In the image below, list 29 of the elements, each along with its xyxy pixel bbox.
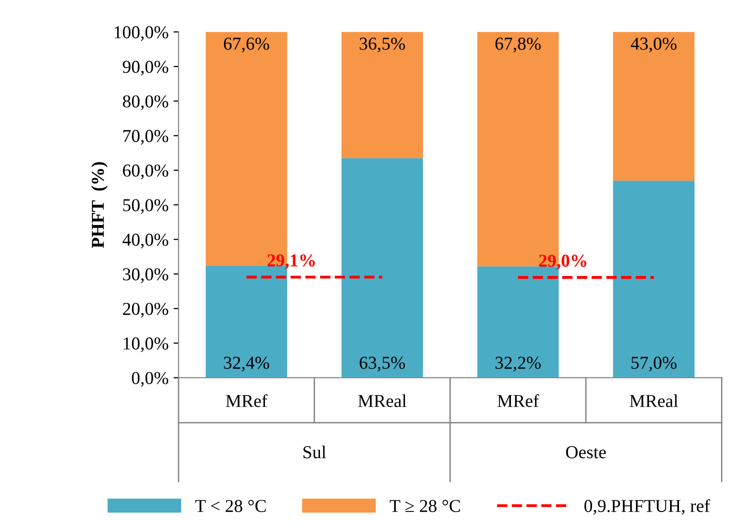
data-label: 67,8% — [495, 38, 541, 52]
data-label: 36,5% — [360, 38, 405, 52]
text: Oeste — [566, 446, 606, 458]
y-tick-label: 50,0% — [123, 199, 168, 214]
data-label: 43,0% — [630, 38, 676, 52]
y-tick-label: 0,0% — [132, 372, 168, 387]
y-tick-label: 40,0% — [122, 234, 168, 248]
y-tick-label: 60,0% — [122, 164, 168, 180]
y-tick-label: 10,0% — [124, 337, 168, 352]
legend-label: 0,9.PHFTUH, ref — [584, 499, 710, 515]
y-tick-label: 90,0% — [122, 60, 168, 76]
text: Sul — [304, 446, 326, 458]
x-tick-label: MReal — [630, 394, 678, 408]
y-tick-label: 20,0% — [122, 302, 168, 318]
data-label: 63,5% — [360, 356, 405, 372]
data-label: 67,6% — [224, 38, 270, 52]
y-tick-label: 70,0% — [123, 130, 168, 145]
y-tick-label: 80,0% — [122, 95, 168, 110]
x-tick-label: MReal — [358, 394, 406, 408]
legend-label: T ≥ 28 °C — [390, 500, 460, 512]
data-label: 32,2% — [496, 356, 541, 372]
data-label: 57,0% — [632, 356, 676, 372]
y-axis-title: PHFT (%) — [91, 162, 108, 248]
x-tick-label: MRef — [497, 394, 540, 408]
y-tick-label: 100,0% — [114, 26, 168, 41]
legend-label: T < 28 °C — [195, 500, 266, 512]
data-label: 32,4% — [224, 356, 270, 372]
x-tick-label: MRef — [226, 394, 268, 408]
y-tick-label: 30,0% — [123, 268, 168, 284]
